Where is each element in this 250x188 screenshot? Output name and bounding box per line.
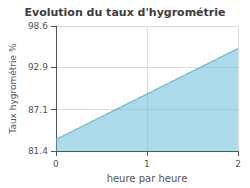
- svg-text:0: 0: [53, 159, 59, 169]
- svg-text:2: 2: [235, 159, 241, 169]
- svg-text:92.9: 92.9: [28, 62, 48, 72]
- svg-text:98.6: 98.6: [28, 21, 48, 31]
- svg-text:1: 1: [144, 159, 150, 169]
- svg-text:81.4: 81.4: [28, 146, 48, 156]
- svg-text:heure par heure: heure par heure: [107, 173, 188, 184]
- svg-text:Taux hygrométrie %: Taux hygrométrie %: [8, 43, 18, 135]
- svg-text:87.1: 87.1: [28, 105, 48, 115]
- svg-text:Evolution du taux d'hygrométri: Evolution du taux d'hygrométrie: [25, 6, 226, 19]
